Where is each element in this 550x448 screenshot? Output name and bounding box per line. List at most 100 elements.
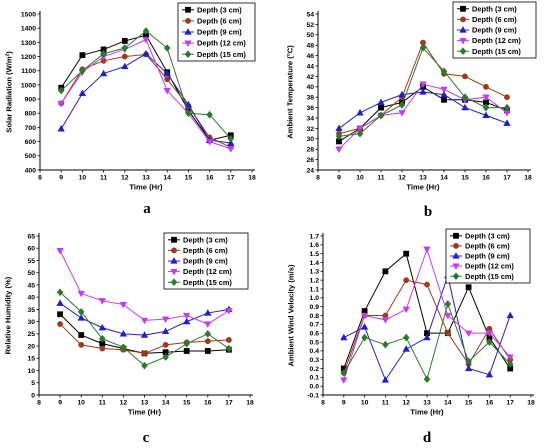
data-point bbox=[57, 100, 65, 108]
data-point bbox=[482, 103, 490, 112]
data-point bbox=[77, 307, 85, 316]
data-point bbox=[402, 306, 410, 314]
legend-entry-label: Depth (3 cm) bbox=[183, 235, 228, 244]
data-point bbox=[444, 300, 452, 308]
x-tick-label: 9 bbox=[342, 400, 346, 407]
y-tick-label: 500 bbox=[25, 153, 37, 160]
data-point bbox=[424, 281, 430, 288]
x-tick-label: 15 bbox=[183, 400, 191, 407]
legend-swatch-marker bbox=[459, 26, 467, 33]
legend-entry-label: Depth (12 cm) bbox=[183, 267, 232, 276]
y-tick-label: 65 bbox=[27, 233, 35, 240]
series-5 bbox=[56, 288, 233, 370]
y-tick-label: 60 bbox=[27, 246, 35, 253]
x-tick-label: 10 bbox=[77, 400, 85, 407]
data-point bbox=[398, 90, 406, 98]
x-tick-label: 12 bbox=[402, 400, 410, 407]
data-point bbox=[382, 268, 389, 275]
y-tick-label: 30 bbox=[306, 136, 314, 143]
x-tick-label: 15 bbox=[185, 175, 193, 182]
data-point bbox=[121, 44, 129, 52]
x-tick-label: 18 bbox=[246, 400, 254, 407]
data-point bbox=[335, 124, 343, 132]
data-point bbox=[120, 343, 127, 352]
series-5 bbox=[335, 43, 511, 141]
y-tick-label: 0.6 bbox=[310, 331, 320, 338]
y-tick-label: 40 bbox=[27, 295, 35, 302]
x-tick-label: 9 bbox=[337, 175, 341, 182]
legend-swatch-marker bbox=[170, 257, 178, 264]
data-point bbox=[381, 376, 390, 383]
x-tick-label: 11 bbox=[99, 400, 106, 407]
data-point bbox=[79, 66, 86, 75]
data-point bbox=[99, 69, 108, 77]
data-point bbox=[464, 330, 473, 338]
data-point bbox=[423, 333, 431, 341]
panel-b: 8 9 10 11 12 13 14 15 16 17 18 24 26 28 30 32 34 36 38 40 42… bbox=[286, 1, 537, 220]
data-point bbox=[204, 321, 212, 328]
x-tick-label: 16 bbox=[206, 175, 214, 182]
data-point bbox=[57, 321, 63, 327]
y-axis-title: Ambient Temperature (°C) bbox=[286, 45, 295, 139]
data-point bbox=[163, 69, 171, 77]
x-tick-label: 9 bbox=[59, 175, 63, 182]
data-point bbox=[140, 331, 149, 338]
data-point bbox=[506, 311, 514, 319]
series-4 bbox=[340, 246, 514, 384]
x-tick-label: 17 bbox=[225, 400, 233, 407]
legend-swatch-marker bbox=[171, 236, 177, 243]
data-point bbox=[204, 330, 212, 338]
data-point bbox=[141, 350, 148, 357]
y-tick-label: 1.6 bbox=[310, 242, 320, 249]
legend-entry-label: Depth (6 cm) bbox=[465, 242, 510, 251]
data-point bbox=[504, 94, 510, 101]
x-tick-label: 12 bbox=[398, 175, 406, 182]
y-tick-label: 15 bbox=[27, 356, 35, 363]
data-point bbox=[382, 340, 389, 349]
x-tick-label: 11 bbox=[377, 175, 384, 182]
data-point bbox=[225, 337, 232, 343]
y-tick-label: 38 bbox=[306, 95, 314, 102]
x-tick-label: 12 bbox=[121, 175, 129, 182]
series-5 bbox=[57, 27, 235, 143]
data-point bbox=[162, 341, 169, 348]
legend-entry-label: Depth (6 cm) bbox=[183, 246, 228, 255]
data-point bbox=[335, 132, 343, 141]
panel-c: 8 9 10 11 12 13 14 15 16 17 18 0 5 10 15 20 25 30 35 40 45 50… bbox=[4, 232, 254, 446]
y-tick-label: 50 bbox=[306, 32, 314, 39]
data-point bbox=[465, 357, 472, 366]
data-point bbox=[205, 138, 214, 146]
data-point bbox=[78, 341, 85, 348]
legend: Depth (3 cm)Depth (6 cm)Depth (9 cm)Dept… bbox=[452, 1, 537, 59]
data-point bbox=[485, 330, 494, 338]
x-tick-label: 18 bbox=[248, 175, 256, 182]
y-tick-label: 52 bbox=[306, 22, 314, 29]
y-tick-label: 0.0 bbox=[310, 384, 320, 391]
y-tick-label: 700 bbox=[25, 125, 37, 132]
data-point bbox=[77, 314, 85, 321]
panel-letter: b bbox=[424, 204, 432, 220]
data-point bbox=[161, 327, 170, 335]
legend-swatch-marker bbox=[453, 232, 459, 239]
data-point bbox=[142, 36, 150, 44]
data-point bbox=[340, 333, 348, 341]
x-tick-label: 9 bbox=[58, 400, 62, 407]
x-tick-label: 16 bbox=[204, 400, 212, 407]
y-tick-label: 0.3 bbox=[310, 357, 320, 364]
data-point bbox=[356, 108, 364, 116]
data-point bbox=[121, 62, 129, 70]
y-tick-label: 0.5 bbox=[310, 339, 320, 346]
data-point bbox=[163, 87, 171, 95]
data-point bbox=[98, 323, 106, 331]
data-point bbox=[419, 43, 427, 52]
data-point bbox=[464, 364, 473, 372]
legend-swatch-marker bbox=[453, 242, 459, 249]
data-point bbox=[440, 90, 448, 98]
data-point bbox=[142, 27, 150, 35]
y-tick-label: 0.1 bbox=[310, 375, 320, 382]
data-point bbox=[227, 146, 235, 153]
data-point bbox=[444, 312, 452, 320]
data-point bbox=[378, 104, 384, 111]
data-point bbox=[356, 125, 364, 133]
